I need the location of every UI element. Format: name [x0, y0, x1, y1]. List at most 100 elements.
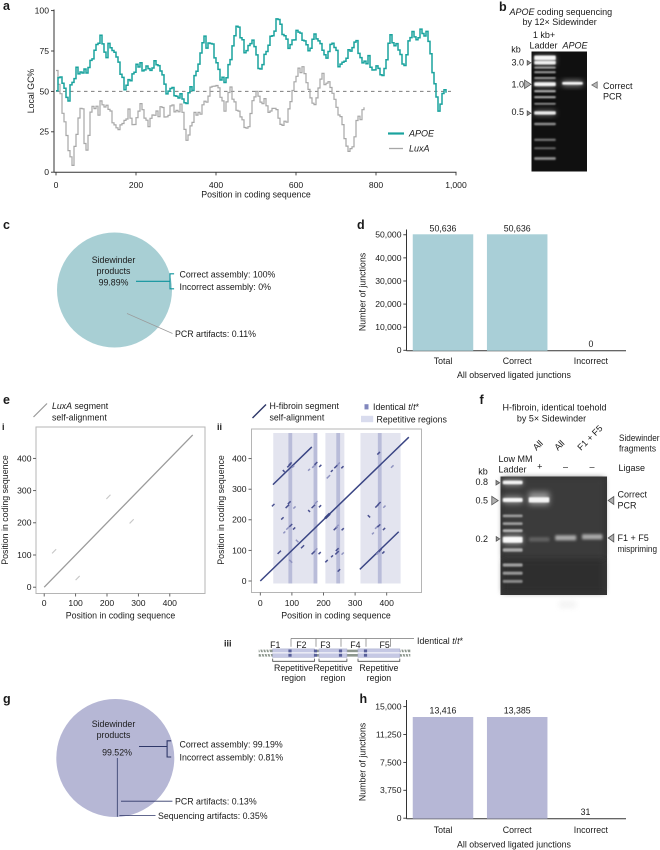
svg-text:99.89%: 99.89%	[99, 278, 129, 288]
svg-text:fragments: fragments	[619, 444, 657, 454]
svg-text:Sequencing artifacts: 0.35%: Sequencing artifacts: 0.35%	[158, 811, 268, 821]
svg-text:99.52%: 99.52%	[102, 748, 132, 758]
svg-text:100: 100	[17, 550, 32, 560]
svg-text:d: d	[357, 218, 365, 232]
svg-text:a: a	[3, 0, 11, 13]
svg-text:Repetitive: Repetitive	[313, 663, 352, 673]
svg-text:b: b	[499, 0, 507, 14]
svg-text:PCR artifacts: 0.11%: PCR artifacts: 0.11%	[175, 329, 256, 339]
svg-text:All observed ligated junctions: All observed ligated junctions	[457, 370, 572, 380]
svg-text:Incorrect assembly: 0.81%: Incorrect assembly: 0.81%	[180, 752, 284, 762]
svg-text:products: products	[97, 266, 131, 276]
svg-text:0.2: 0.2	[475, 534, 488, 544]
svg-text:PCR: PCR	[603, 92, 623, 102]
svg-text:3,750: 3,750	[380, 785, 402, 795]
svg-text:600: 600	[289, 180, 304, 190]
svg-text:Incorrect: Incorrect	[574, 825, 609, 835]
svg-text:Sidewinder: Sidewinder	[619, 433, 660, 443]
svg-text:F1 + F5: F1 + F5	[618, 533, 649, 543]
svg-text:–: –	[589, 462, 594, 472]
svg-text:0: 0	[27, 582, 32, 592]
svg-text:13,416: 13,416	[430, 705, 457, 715]
svg-text:Correct: Correct	[503, 356, 532, 366]
svg-text:kb: kb	[511, 45, 521, 55]
svg-text:0: 0	[588, 339, 593, 349]
svg-text:400: 400	[209, 180, 224, 190]
svg-text:Ligase: Ligase	[619, 463, 646, 473]
svg-text:300: 300	[348, 598, 363, 608]
svg-text:Correct: Correct	[603, 81, 633, 91]
svg-text:F5: F5	[380, 640, 390, 650]
svg-text:0: 0	[397, 345, 402, 355]
svg-text:ii: ii	[217, 422, 222, 432]
svg-text:Incorrect: Incorrect	[574, 356, 609, 366]
svg-text:Repetitive regions: Repetitive regions	[377, 415, 448, 425]
svg-text:0: 0	[54, 180, 59, 190]
svg-text:3.0: 3.0	[511, 58, 524, 68]
svg-text:0: 0	[42, 598, 47, 608]
svg-text:11,250: 11,250	[376, 729, 402, 739]
svg-text:region: region	[367, 673, 392, 683]
svg-text:g: g	[3, 692, 11, 706]
svg-text:h: h	[360, 692, 368, 706]
svg-text:Identical t/t*: Identical t/t*	[373, 402, 420, 412]
svg-text:APOE: APOE	[561, 41, 588, 51]
svg-text:100: 100	[232, 545, 247, 555]
svg-text:400: 400	[232, 454, 247, 464]
svg-text:200: 200	[100, 598, 115, 608]
svg-text:Ladder: Ladder	[499, 465, 527, 475]
svg-text:100: 100	[68, 598, 83, 608]
svg-text:0.8: 0.8	[475, 477, 488, 487]
svg-text:Position in coding sequence: Position in coding sequence	[0, 455, 10, 565]
svg-text:Repetitive: Repetitive	[274, 663, 313, 673]
svg-text:400: 400	[17, 453, 32, 463]
svg-text:0.5: 0.5	[475, 496, 488, 506]
svg-text:Local GC%: Local GC%	[26, 69, 36, 114]
svg-text:F1: F1	[270, 640, 280, 650]
svg-text:Total: Total	[434, 356, 453, 366]
svg-text:Position in coding sequence: Position in coding sequence	[281, 611, 391, 621]
svg-text:30,000: 30,000	[375, 276, 402, 286]
svg-text:50: 50	[39, 86, 49, 96]
svg-text:PCR: PCR	[618, 501, 638, 511]
svg-text:F2: F2	[296, 640, 306, 650]
svg-text:1.0: 1.0	[511, 80, 524, 90]
svg-text:0: 0	[242, 576, 247, 586]
svg-text:Correct assembly: 100%: Correct assembly: 100%	[180, 269, 276, 279]
svg-text:e: e	[3, 393, 10, 407]
svg-text:100: 100	[35, 6, 50, 16]
svg-text:H-fibroin segment: H-fibroin segment	[270, 401, 340, 411]
svg-text:0: 0	[44, 167, 49, 177]
svg-text:0: 0	[397, 813, 402, 823]
svg-text:products: products	[97, 730, 131, 740]
svg-text:self-alignment: self-alignment	[270, 413, 325, 423]
svg-text:self-alignment: self-alignment	[52, 413, 107, 423]
svg-text:iii: iii	[224, 639, 232, 649]
svg-text:APOE: APOE	[408, 129, 435, 139]
svg-text:Repetitive: Repetitive	[359, 663, 398, 673]
svg-text:800: 800	[369, 180, 384, 190]
svg-text:300: 300	[131, 598, 146, 608]
svg-text:25: 25	[39, 127, 49, 137]
svg-text:13,385: 13,385	[504, 705, 531, 715]
svg-text:200: 200	[232, 515, 247, 525]
svg-text:Identical t/t*: Identical t/t*	[417, 636, 464, 646]
svg-text:20,000: 20,000	[375, 299, 402, 309]
svg-text:15,000: 15,000	[375, 702, 402, 712]
svg-text:200: 200	[316, 598, 331, 608]
svg-text:kb: kb	[478, 467, 488, 477]
svg-text:F3: F3	[320, 640, 330, 650]
svg-text:Position in coding sequence: Position in coding sequence	[66, 611, 176, 621]
svg-text:Incorrect assembly: 0%: Incorrect assembly: 0%	[180, 282, 272, 292]
svg-text:Position in coding sequence: Position in coding sequence	[216, 455, 226, 565]
svg-text:Sidewinder: Sidewinder	[92, 255, 136, 265]
svg-text:LuxA: LuxA	[409, 144, 430, 154]
svg-text:c: c	[3, 218, 10, 232]
svg-text:–: –	[563, 462, 568, 472]
svg-text:by 12× Sidewinder: by 12× Sidewinder	[522, 17, 596, 27]
svg-text:F4: F4	[350, 640, 360, 650]
svg-text:PCR artifacts: 0.13%: PCR artifacts: 0.13%	[175, 796, 257, 806]
svg-text:300: 300	[17, 486, 32, 496]
svg-text:region: region	[321, 673, 346, 683]
svg-text:Ladder: Ladder	[529, 41, 557, 51]
